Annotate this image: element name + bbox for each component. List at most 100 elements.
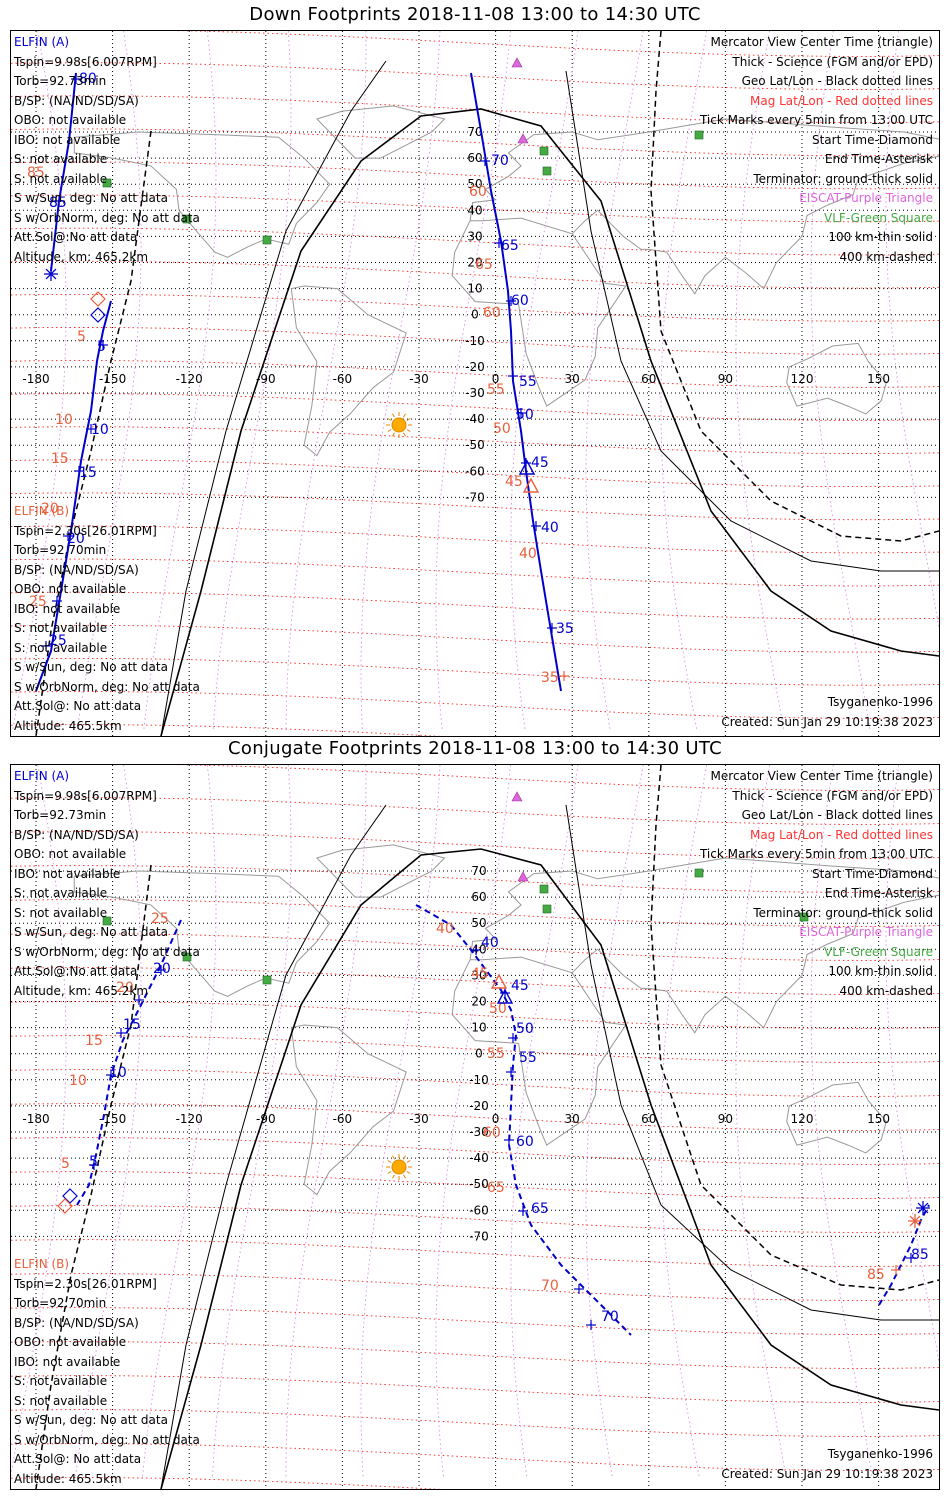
mag-latitude-line: [11, 1341, 939, 1369]
terminator-100km: [565, 804, 939, 1321]
lon-tick-label: 150: [867, 1112, 890, 1126]
mag-latitude-line: [11, 426, 939, 454]
mag-meridian-line: [211, 765, 292, 1480]
info-line: S w/Sun, deg: No att data: [14, 1413, 168, 1427]
legend-item: VLF-Green Square: [824, 210, 933, 225]
lon-tick-label: 90: [718, 1112, 733, 1126]
sun-ray: [392, 413, 395, 418]
lat-tick-label: 70: [471, 864, 486, 878]
time-tick-label: 50: [493, 421, 511, 437]
info-line: Altitude, km: 465.2km: [14, 249, 149, 264]
info-line: IBO: not available: [14, 866, 121, 881]
legend-item: Geo Lat/Lon - Black dotted lines: [741, 74, 933, 88]
time-tick-label: 60: [483, 1125, 501, 1141]
time-tick-label: 20: [153, 961, 171, 977]
lon-tick-label: 120: [791, 372, 814, 386]
time-tick-label: 85: [911, 1247, 929, 1263]
info-line: Att.Sol@: No att data: [14, 1452, 142, 1466]
vlf-station-icon: [102, 916, 112, 926]
lat-tick-label: 30: [471, 968, 486, 982]
info-line: B/SP: (NA/ND/SD/SA): [14, 562, 139, 577]
start-time-diamond-icon: [62, 1188, 78, 1204]
lon-tick-label: -180: [22, 372, 49, 386]
info-line: B/SP: (NA/ND/SD/SA): [14, 93, 139, 108]
mag-latitude-line: [11, 128, 939, 157]
mag-latitude-line: [11, 1409, 939, 1437]
time-tick-label: 40: [481, 935, 499, 951]
eiscat-station-icon: [517, 871, 529, 882]
time-tick-label: 45: [511, 978, 529, 994]
lat-tick-label: 40: [471, 942, 486, 956]
legend-item: 400 km-dashed: [839, 249, 933, 264]
lat-tick-label: 0: [475, 1047, 483, 1061]
mag-meridian-line: [885, 31, 939, 631]
start-time-diamond-icon: [57, 1198, 73, 1214]
mag-meridian-line: [74, 765, 142, 1480]
vlf-station-icon: [182, 214, 192, 224]
legend-item: Start Time-Diamond: [811, 132, 933, 147]
coastline: [73, 131, 331, 258]
legend-item: Mag Lat/Lon - Red dotted lines: [749, 93, 933, 108]
end-time-asterisk-icon: [909, 1215, 921, 1227]
time-tick-label: 65: [501, 238, 519, 254]
mag-latitude-line: [11, 260, 939, 289]
time-tick-label: 45: [531, 455, 549, 471]
lon-tick-label: -60: [333, 1112, 353, 1126]
terminator-400km: [35, 130, 152, 736]
sun-ray: [403, 1174, 406, 1179]
mag-latitude-line: [11, 1375, 939, 1403]
center-time-triangle-icon: [522, 477, 540, 493]
lon-tick-label: -120: [176, 1112, 203, 1126]
info-line: IBO: not available: [14, 132, 121, 147]
terminator-100km: [160, 60, 387, 736]
mag-latitude-line: [11, 194, 939, 223]
info-line: Altitude, km: 465.2km: [14, 983, 149, 998]
lon-tick-label: 30: [565, 1112, 580, 1126]
time-tick-label: 40: [519, 546, 537, 562]
mag-latitude-line: [11, 1103, 939, 1131]
elfin-a-header: ELFIN (A): [14, 35, 70, 49]
legend: Mercator View Center Time (triangle) Thi…: [700, 767, 933, 1001]
lon-tick-label: -180: [22, 1112, 49, 1126]
coastline: [73, 870, 331, 997]
elfin-a-header: ELFIN (A): [14, 769, 70, 783]
mag-latitude-line: [11, 933, 939, 961]
lat-tick-label: -70: [469, 1229, 489, 1243]
coastline: [451, 217, 627, 407]
sun-ray: [406, 1171, 411, 1174]
mag-meridian-line: [11, 765, 67, 1478]
time-tick-label: 5: [89, 1154, 98, 1170]
end-time-asterisk-icon: [45, 268, 57, 280]
lat-tick-label: -10: [465, 334, 485, 348]
terminator-400km: [35, 864, 152, 1489]
lat-tick-label: -50: [465, 438, 485, 452]
info-line: Tspin=9.98s[6.007RPM]: [14, 54, 157, 69]
lon-tick-label: -90: [256, 372, 276, 386]
sun-icon: [391, 1159, 407, 1175]
legend-item: Thick - Science (FGM and/or EPD): [732, 788, 933, 803]
time-tick-label: 65: [475, 257, 493, 273]
lat-tick-label: 30: [467, 229, 482, 243]
panel-title-conjugate: Conjugate Footprints 2018-11-08 13:00 to…: [228, 738, 722, 759]
lat-tick-label: 60: [471, 890, 486, 904]
legend-item: Start Time-Diamond: [811, 866, 933, 881]
mag-latitude-line: [11, 657, 939, 686]
lon-tick-label: -60: [333, 372, 353, 386]
lon-tick-label: 60: [641, 372, 656, 386]
lat-tick-label: 20: [471, 995, 486, 1009]
time-tick-label: 15: [85, 1033, 103, 1049]
time-tick-label: 50: [516, 407, 534, 423]
legend-item: Thick - Science (FGM and/or EPD): [732, 54, 933, 69]
lat-tick-label: -10: [469, 1073, 489, 1087]
time-tick-label: 70: [491, 153, 509, 169]
time-tick-label: 15: [123, 1017, 141, 1033]
lon-tick-label: 120: [791, 1112, 814, 1126]
info-line: OBO: not available: [14, 847, 127, 861]
mag-meridian-line: [585, 765, 644, 1480]
elfin-b-track: [415, 904, 632, 1336]
mag-meridian-line: [735, 765, 787, 1480]
legend-item: Terminator: ground-thick solid: [753, 171, 933, 186]
info-line: OBO: not available: [14, 1335, 127, 1349]
mag-latitude-line: [173, 765, 939, 791]
mag-latitude-line: [11, 161, 939, 190]
